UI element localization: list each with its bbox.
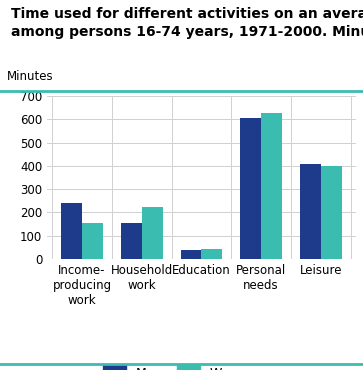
Bar [240,118,261,259]
Text: Minutes: Minutes [7,70,54,83]
Bar [201,249,223,259]
Legend: Men, Women: Men, Women [98,360,262,370]
Bar [261,113,282,259]
Bar [180,250,201,259]
Bar [321,166,342,259]
Bar [300,164,321,259]
Bar [82,223,103,259]
Bar [142,207,163,259]
Bar [121,223,142,259]
Text: Time used for different activities on an average day
among persons 16-74 years, : Time used for different activities on an… [11,7,363,39]
Bar [61,203,82,259]
